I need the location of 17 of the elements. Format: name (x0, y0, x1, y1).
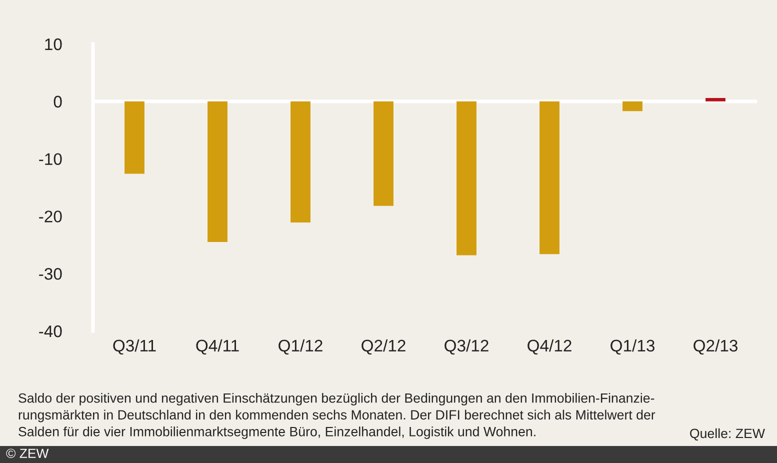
y-tick-label: -20 (39, 210, 62, 222)
y-tick-label: 0 (54, 96, 62, 108)
text: © ZEW (6, 448, 49, 458)
source-note: Quelle: ZEW (690, 428, 765, 441)
x-tick-label: Q2/12 (362, 339, 406, 355)
x-tick-label: Q3/12 (444, 339, 488, 355)
y-tick-label: -40 (39, 325, 62, 338)
x-tick-label: Q2/13 (694, 339, 738, 355)
y-tick-label: -30 (39, 268, 62, 280)
x-tick-label: Q1/12 (278, 339, 322, 355)
x-tick-label: Q3/11 (113, 339, 156, 355)
x-tick-label: Q4/11 (196, 339, 239, 355)
y-tick-label: 10 (45, 38, 62, 50)
text: Saldo der positiven und negativen Einschätzungen bezüglich der Bedingungen an den Immobilien-Finanzie- rungsmärkten in Deutschland in den kommenden sechs Monaten. Der DIFI berechnet sich als Mittelwert der Salden für die vier Immobilienmarktsegmente Büro, Einzelhandel, Logistik und Wohnen. (18, 393, 656, 439)
x-tick-label: Q4/12 (528, 339, 572, 355)
x-tick-label: Q1/13 (610, 339, 654, 355)
y-tick-label: -10 (39, 153, 62, 166)
